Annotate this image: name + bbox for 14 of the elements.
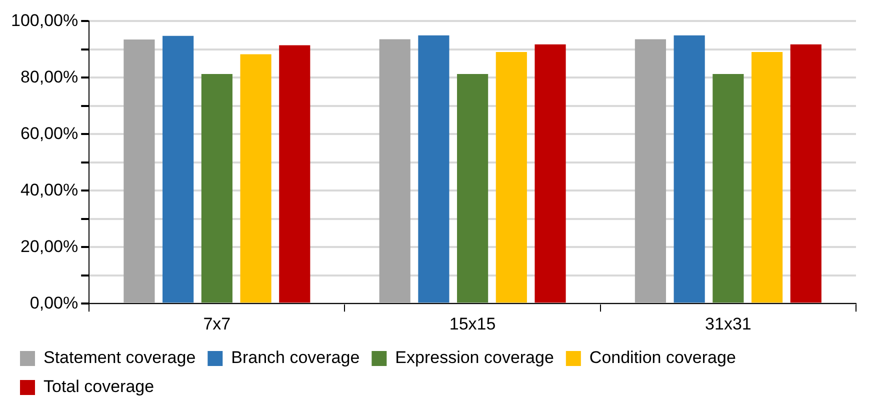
y-tick-label: 100,00% — [10, 10, 78, 30]
y-tick-label: 60,00% — [20, 124, 78, 143]
x-tick-label: 31x31 — [705, 314, 752, 334]
x-tick-label: 15x15 — [449, 314, 496, 334]
legend-label: Expression coverage — [395, 348, 554, 368]
y-tick-label: 20,00% — [20, 236, 78, 256]
legend-label: Statement coverage — [44, 348, 196, 368]
legend-label: Branch coverage — [231, 348, 360, 368]
x-tick-label: 7x7 — [203, 314, 231, 334]
y-tick-label: 0,00% — [30, 293, 78, 312]
y-tick-label: 40,00% — [20, 180, 78, 200]
legend-label: Condition coverage — [589, 348, 736, 368]
y-tick-label: 80,00% — [20, 67, 78, 86]
legend-label: Total coverage — [44, 377, 154, 396]
